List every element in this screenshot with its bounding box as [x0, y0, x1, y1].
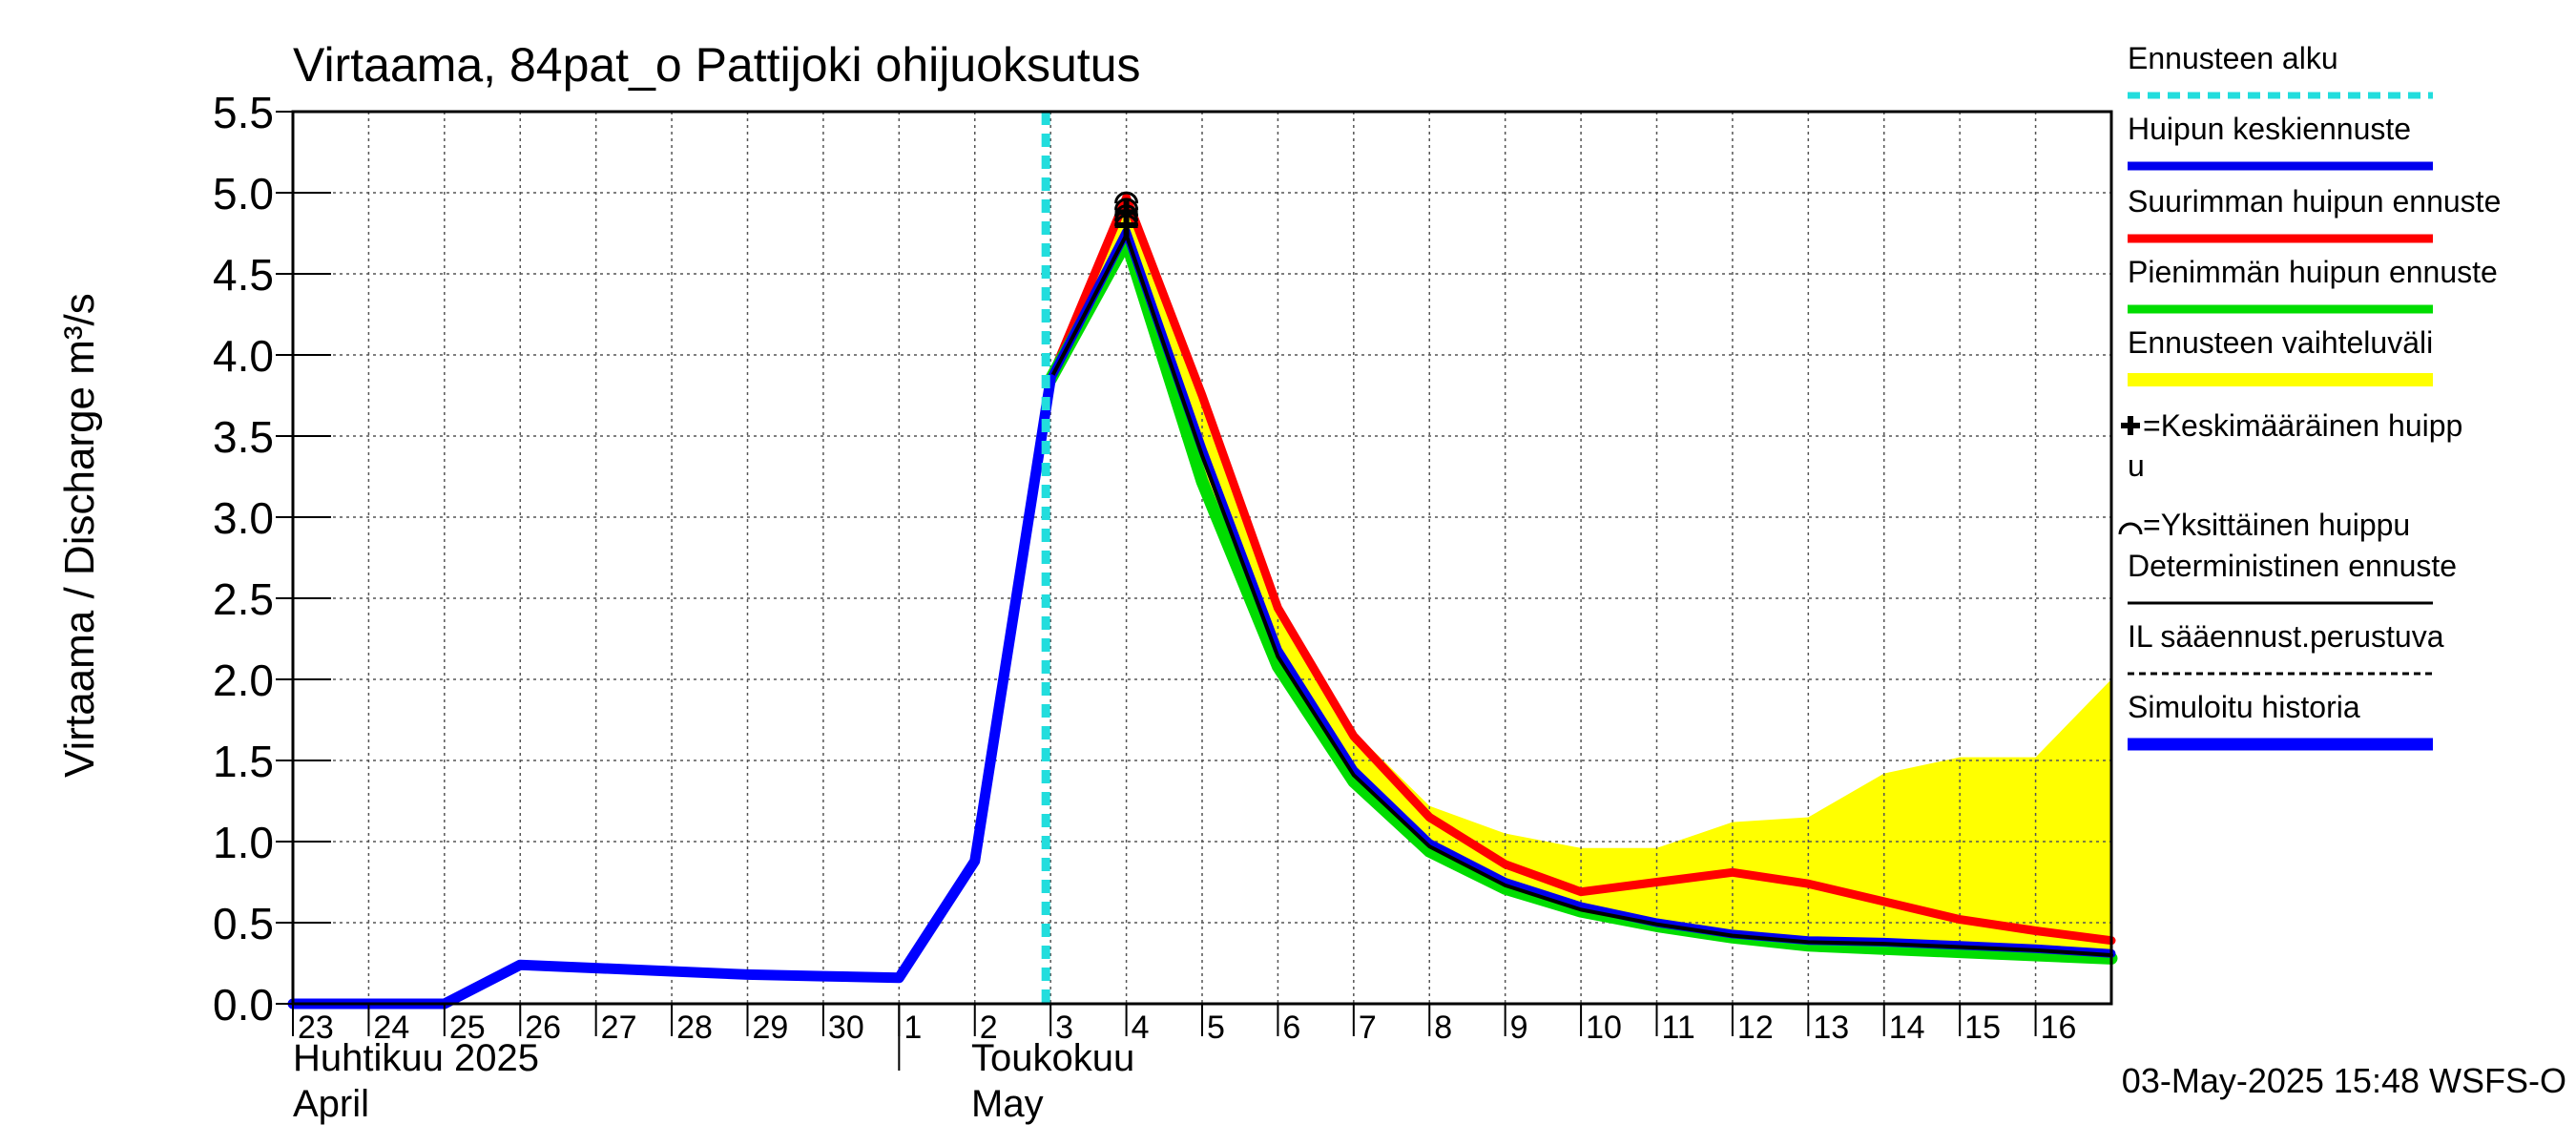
series-lines: [287, 193, 2118, 1010]
month-label-en-april: April: [293, 1083, 369, 1125]
timestamp-footer: 03-May-2025 15:48 WSFS-O: [2122, 1061, 2566, 1100]
x-tick-label: 24: [373, 1010, 409, 1046]
legend-label: Simuloitu historia: [2128, 690, 2360, 724]
x-tick-label: 14: [1889, 1010, 1925, 1046]
legend-plus-marker-icon: [2121, 416, 2140, 435]
y-tick-label: 1.0: [213, 818, 274, 867]
chart-title: Virtaama, 84pat_o Pattijoki ohijuoksutus: [293, 38, 1141, 92]
y-tick-label: 3.0: [213, 493, 274, 543]
x-tick-label: 26: [525, 1010, 561, 1046]
single-peak-marker: [1114, 191, 1139, 204]
legend: Ennusteen alku Huipun keskiennuste Suurimm…: [2118, 41, 2501, 751]
month-label-en-may: May: [971, 1083, 1044, 1125]
x-tick-label: 5: [1207, 1010, 1225, 1046]
legend-label: =Yksittäinen huippu: [2143, 508, 2410, 542]
y-axis-unit: m³/s: [56, 293, 103, 375]
y-tick-label: 3.5: [213, 412, 274, 462]
legend-label: Pienimmän huipun ennuste: [2128, 255, 2498, 289]
axes: 23 24 25 26 27 28 29 30 1 2 3 4 5 6 7 8 9 10 11 12 13 14 15 160…: [213, 88, 2076, 1071]
legend-label: Suurimman huipun ennuste: [2128, 184, 2501, 219]
x-tick-label: 30: [828, 1010, 864, 1046]
x-tick-label: 6: [1282, 1010, 1300, 1046]
x-tick-label: 11: [1662, 1010, 1695, 1046]
x-tick-label: 27: [601, 1010, 637, 1046]
mean-peak-marker: [1114, 214, 1138, 237]
y-axis-label: Virtaama / Discharge: [56, 386, 103, 778]
x-tick-label: 25: [449, 1010, 486, 1046]
legend-label: Ennusteen vaihteluväli: [2128, 325, 2433, 360]
x-tick-label: 23: [298, 1010, 334, 1046]
y-tick-label: 2.0: [213, 656, 274, 705]
month-label-fi-may: Toukokuu: [971, 1037, 1134, 1079]
legend-label: Ennusteen alku: [2128, 41, 2338, 75]
x-tick-label: 2: [980, 1010, 998, 1046]
y-tick-label: 5.0: [213, 169, 274, 219]
x-tick-label: 10: [1586, 1010, 1622, 1046]
x-tick-label: 12: [1737, 1010, 1774, 1046]
x-tick-label: 3: [1055, 1010, 1073, 1046]
legend-label-continued: u: [2128, 448, 2145, 483]
x-tick-label: 16: [2041, 1010, 2077, 1046]
x-tick-label: 9: [1510, 1010, 1528, 1046]
y-tick-label: 4.5: [213, 250, 274, 300]
y-tick-label: 1.5: [213, 737, 274, 786]
legend-label: Deterministinen ennuste: [2128, 549, 2457, 583]
y-tick-label: 5.5: [213, 88, 274, 137]
peak-markers: [1114, 191, 1139, 237]
grid: [293, 112, 2111, 1004]
legend-label: =Keskimääräinen huipp: [2143, 408, 2462, 443]
legend-arc-marker-icon: [2118, 522, 2143, 535]
legend-label: IL sääennust.perustuva: [2128, 619, 2444, 654]
month-label-fi-april: Huhtikuu 2025: [293, 1037, 539, 1079]
legend-label: Huipun keskiennuste: [2128, 112, 2411, 146]
x-tick-label: 8: [1434, 1010, 1452, 1046]
weather-forecast-based-line: [1049, 233, 2113, 957]
x-tick-label: 13: [1813, 1010, 1849, 1046]
y-tick-label: 4.0: [213, 331, 274, 381]
x-tick-label: 7: [1359, 1010, 1377, 1046]
x-tick-label: 4: [1132, 1010, 1150, 1046]
x-tick-label: 1: [904, 1010, 922, 1046]
y-tick-label: 2.5: [213, 574, 274, 624]
y-tick-label: 0.5: [213, 899, 274, 948]
max-peak-forecast-line: [1046, 193, 2116, 946]
y-tick-label: 0.0: [213, 980, 274, 1030]
x-tick-label: 29: [753, 1010, 789, 1046]
single-peak-marker: [1114, 198, 1139, 211]
x-tick-label: 15: [1964, 1010, 2001, 1046]
x-tick-label: 28: [676, 1010, 713, 1046]
